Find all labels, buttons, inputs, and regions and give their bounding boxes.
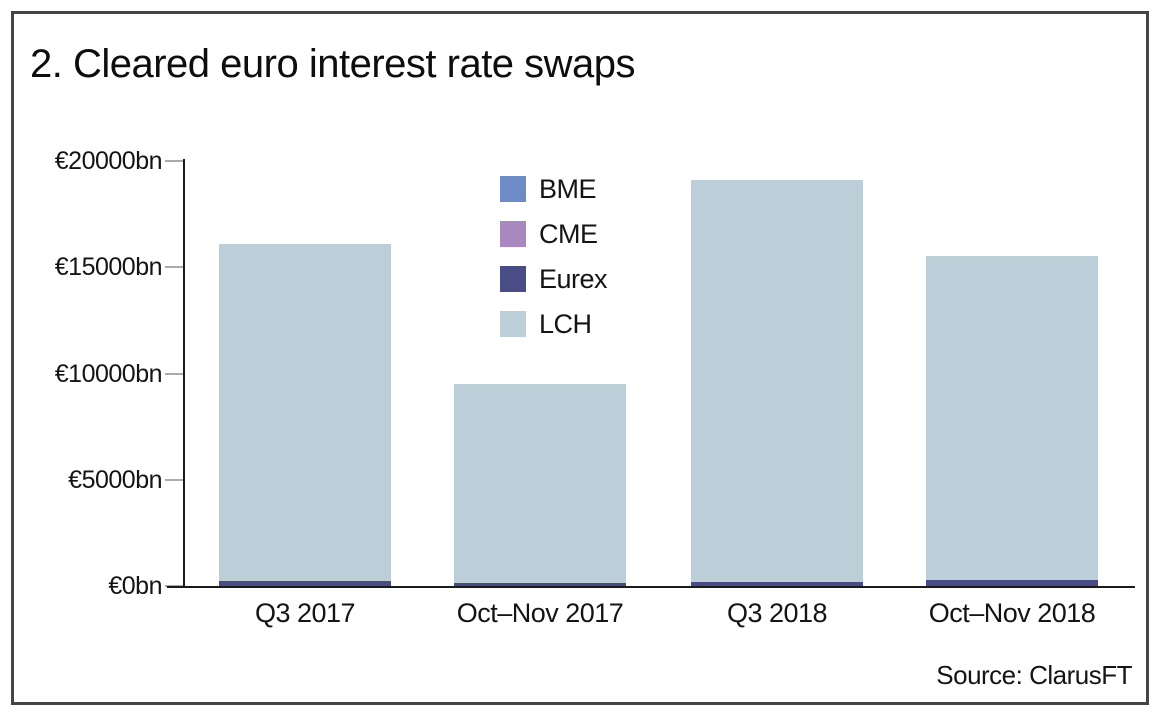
x-axis-line xyxy=(167,586,1135,588)
y-tick-label: €5000bn xyxy=(68,465,162,494)
bar-oct-nov-2018 xyxy=(926,255,1098,586)
legend-row-eurex: Eurex xyxy=(500,263,608,294)
legend-swatch-cme xyxy=(500,221,526,247)
y-tick-label: €10000bn xyxy=(54,359,163,388)
bar-segment-lch xyxy=(926,255,1098,580)
bar-segment-eurex xyxy=(926,579,1098,586)
bar-q3-2018 xyxy=(691,180,863,586)
legend-swatch-lch xyxy=(500,311,526,337)
bar-segment-lch xyxy=(691,180,863,582)
legend-row-lch: LCH xyxy=(500,308,607,339)
bar-segment-lch xyxy=(219,243,391,581)
legend-row-bme: BME xyxy=(500,173,607,204)
y-tick-mark xyxy=(165,372,183,375)
legend-swatch-eurex xyxy=(500,266,526,292)
legend-swatch-bme xyxy=(500,176,526,202)
legend-label: Eurex xyxy=(539,263,608,294)
legend: BME CME Eurex LCH xyxy=(500,173,608,356)
x-tick-label: Q3 2017 xyxy=(254,598,356,628)
bar-segment-lch xyxy=(454,384,626,584)
bar-q3-2017 xyxy=(219,243,391,586)
bar-segment-eurex xyxy=(454,583,626,586)
source-note: Source: ClarusFT xyxy=(936,660,1132,690)
x-tick-label: Q3 2018 xyxy=(726,598,828,628)
y-tick-label: €20000bn xyxy=(54,147,163,175)
legend-label: BME xyxy=(539,173,597,204)
y-tick-mark xyxy=(165,266,183,269)
bar-segment-eurex xyxy=(219,580,391,586)
chart-title: 2. Cleared euro interest rate swaps xyxy=(30,42,636,86)
bar-oct-nov-2017 xyxy=(454,384,626,586)
y-tick-label: €15000bn xyxy=(54,253,163,282)
x-tick-label: Oct–Nov 2017 xyxy=(456,598,624,628)
y-tick-mark xyxy=(165,160,183,162)
legend-row-cme: CME xyxy=(500,218,607,249)
legend-label: LCH xyxy=(539,308,592,339)
y-tick-label: €0bn xyxy=(108,572,162,600)
x-tick-label: Oct–Nov 2018 xyxy=(928,598,1096,628)
y-tick-mark xyxy=(165,478,183,481)
y-axis-line xyxy=(183,159,185,588)
bar-segment-eurex xyxy=(691,581,863,586)
legend-label: CME xyxy=(539,218,598,249)
